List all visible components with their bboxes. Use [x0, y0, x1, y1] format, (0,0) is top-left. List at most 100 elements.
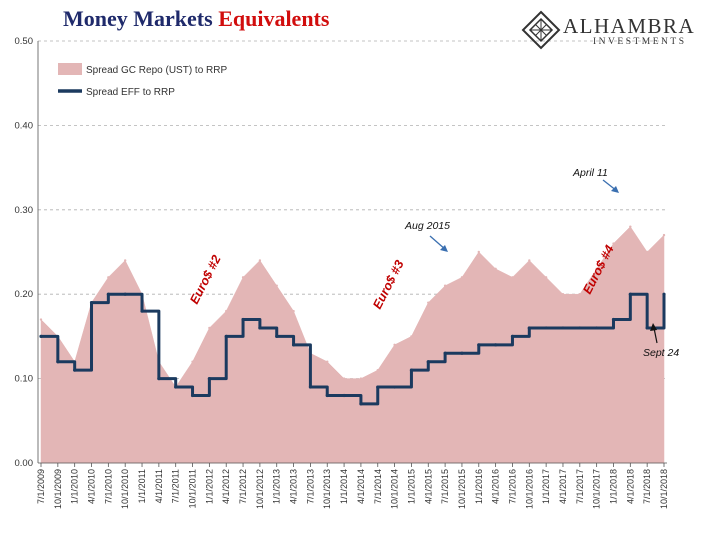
- x-tick-label: 10/1/2010: [120, 469, 130, 509]
- eff-data-point: [291, 343, 296, 347]
- title-part2: Equivalents: [218, 6, 330, 31]
- repo-data-point: [511, 276, 514, 279]
- eff-data-point: [359, 402, 363, 406]
- eff-data-point: [628, 292, 632, 296]
- x-tick-label: 10/1/2017: [592, 469, 602, 509]
- x-tick-label: 7/1/2014: [373, 469, 383, 504]
- x-tick-label: 1/1/2013: [272, 469, 282, 504]
- legend-label-repo: Spread GC Repo (UST) to RRP: [86, 65, 227, 76]
- eff-data-point: [510, 334, 515, 338]
- y-tick-label: 0.50: [15, 36, 34, 47]
- repo-data-point: [258, 259, 262, 262]
- x-tick-label: 1/1/2018: [608, 469, 618, 504]
- repo-data-point: [561, 293, 565, 296]
- x-tick-label: 1/1/2017: [541, 469, 551, 504]
- repo-spread-area: [39, 225, 666, 464]
- annotation-sept24: Sept 24: [643, 347, 679, 359]
- x-axis-ticks: 7/1/2009 10/1/2009 1/1/2010 4/1/2010 7/1/201…: [36, 463, 669, 509]
- annotation-aug2015: Aug 2015: [404, 220, 450, 232]
- x-tick-label: 10/1/2011: [188, 469, 198, 508]
- eff-data-point: [73, 368, 77, 372]
- repo-data-point: [342, 377, 346, 380]
- x-tick-label: 7/1/2018: [642, 469, 652, 504]
- eff-data-point: [308, 385, 313, 389]
- eff-data-point: [123, 292, 127, 296]
- eff-data-point: [409, 368, 414, 372]
- eff-data-point: [258, 326, 262, 330]
- repo-data-point: [662, 233, 666, 237]
- x-tick-label: 7/1/2013: [305, 469, 315, 504]
- legend-label-eff: Spread EFF to RRP: [86, 87, 175, 98]
- eff-data-point: [207, 377, 211, 381]
- x-tick-label: 4/1/2011: [154, 469, 164, 503]
- repo-data-point: [578, 293, 582, 296]
- eff-data-point: [477, 343, 481, 347]
- repo-data-point: [123, 259, 127, 262]
- x-tick-label: 7/1/2015: [440, 469, 450, 504]
- eff-data-point: [645, 326, 649, 330]
- eff-data-point: [241, 317, 245, 322]
- x-tick-label: 7/1/2011: [171, 469, 181, 503]
- eff-data-point: [561, 326, 565, 330]
- annotation-april11: April 11: [572, 167, 608, 179]
- eff-spread-line: [39, 292, 666, 406]
- repo-spread-area-path: [40, 226, 665, 464]
- repo-data-point: [191, 360, 194, 363]
- y-axis-ticks: 0.00 0.10 0.20 0.30 0.40 0.50: [15, 36, 34, 469]
- eff-data-point: [376, 385, 380, 389]
- repo-data-point: [39, 318, 43, 321]
- x-tick-label: 4/1/2013: [289, 469, 299, 504]
- x-tick-label: 10/1/2018: [659, 469, 669, 509]
- page-title: Money Markets Equivalents: [63, 6, 329, 32]
- x-tick-label: 4/1/2012: [221, 469, 231, 504]
- legend: Spread GC Repo (UST) to RRP Spread EFF t…: [58, 63, 227, 98]
- eff-data-point: [39, 334, 43, 338]
- x-tick-label: 7/1/2017: [575, 469, 585, 504]
- eff-data-point: [342, 393, 346, 398]
- x-tick-label: 10/1/2012: [255, 469, 265, 509]
- y-tick-label: 0.40: [15, 120, 34, 131]
- x-tick-label: 1/1/2014: [339, 469, 349, 504]
- repo-data-point: [292, 309, 295, 313]
- eff-data-point: [544, 326, 548, 330]
- x-tick-label: 7/1/2010: [103, 469, 113, 504]
- x-tick-label: 1/1/2015: [406, 469, 416, 504]
- eff-data-point: [190, 393, 195, 398]
- arrowhead-aug2015: [440, 245, 448, 252]
- legend-swatch-repo: [58, 63, 82, 75]
- annotation-euro2: Euro$ #2: [187, 253, 223, 306]
- eff-data-point: [89, 301, 94, 305]
- eff-data-point: [140, 309, 144, 313]
- repo-data-point: [544, 276, 548, 279]
- diamond-lattice-icon: [521, 10, 561, 50]
- repo-data-point: [443, 284, 447, 287]
- repo-data-point: [427, 301, 430, 304]
- repo-data-point: [275, 284, 278, 287]
- eff-data-point: [578, 326, 582, 330]
- x-tick-label: 7/1/2016: [507, 469, 517, 504]
- repo-data-point: [460, 276, 464, 279]
- x-tick-label: 4/1/2015: [423, 469, 433, 504]
- eff-spread-line-path: [41, 292, 666, 406]
- logo: ALHAMBRA INVESTMENTS: [521, 10, 696, 50]
- x-tick-label: 7/1/2009: [36, 469, 46, 504]
- y-tick-label: 0.30: [15, 205, 34, 216]
- repo-data-point: [241, 276, 245, 279]
- eff-data-point: [443, 351, 447, 355]
- repo-data-point: [595, 267, 598, 271]
- y-tick-label: 0.00: [15, 458, 34, 469]
- repo-data-point: [410, 335, 413, 338]
- eff-data-point: [662, 292, 666, 296]
- eff-data-point: [460, 351, 464, 355]
- arrow-sept24: [653, 327, 658, 344]
- eff-data-point: [527, 326, 531, 330]
- eff-data-point: [392, 385, 397, 389]
- y-tick-label: 0.10: [15, 374, 34, 385]
- eff-data-point: [595, 326, 599, 330]
- x-tick-label: 10/1/2014: [390, 469, 400, 509]
- eff-data-point: [174, 385, 178, 389]
- eff-data-point: [106, 292, 110, 296]
- x-tick-label: 1/1/2016: [474, 469, 484, 504]
- x-tick-label: 10/1/2016: [524, 469, 534, 509]
- eff-data-point: [56, 360, 60, 364]
